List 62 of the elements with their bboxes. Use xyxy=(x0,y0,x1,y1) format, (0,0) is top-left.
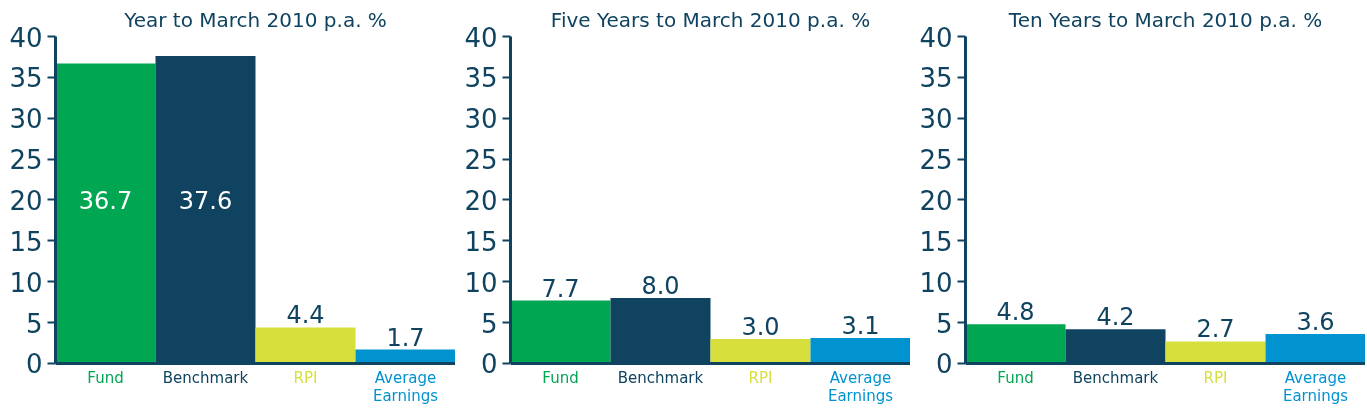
x-tick-label: Benchmark xyxy=(617,369,704,388)
y-tick-label: 30 xyxy=(919,104,953,135)
x-tick-label: Fund xyxy=(997,369,1034,388)
bar xyxy=(255,327,356,364)
data-label: 3.0 xyxy=(741,312,780,341)
x-tick-label: Average Earnings xyxy=(827,369,894,405)
y-tick-label: 35 xyxy=(9,63,43,94)
x-tick-label: Benchmark xyxy=(162,369,249,388)
y-tick-label: 35 xyxy=(464,63,498,94)
chart-title: Five Years to March 2010 p.a. % xyxy=(550,7,871,32)
bar xyxy=(55,63,156,364)
y-tick-label: 35 xyxy=(919,63,953,94)
data-label: 36.7 xyxy=(78,186,133,215)
y-tick-label: 30 xyxy=(9,104,43,135)
data-label: 1.7 xyxy=(386,323,425,352)
data-label: 4.4 xyxy=(286,301,325,330)
x-tick-label: Fund xyxy=(87,369,124,388)
bar xyxy=(710,338,811,364)
data-label: 3.6 xyxy=(1296,308,1335,337)
x-tick-label: RPI xyxy=(748,369,773,388)
y-tick-label: 10 xyxy=(464,267,498,298)
x-tick-label: Average Earnings xyxy=(372,369,439,405)
bar xyxy=(965,324,1066,364)
y-tick-label: 25 xyxy=(9,145,43,176)
y-tick-label: 0 xyxy=(935,349,953,380)
chart-title: Year to March 2010 p.a. % xyxy=(123,7,387,32)
data-label: 7.7 xyxy=(541,274,580,303)
y-tick-label: 25 xyxy=(464,145,498,176)
bar xyxy=(510,300,611,364)
y-tick-label: 5 xyxy=(480,308,498,339)
y-tick-label: 40 xyxy=(919,22,953,53)
y-tick-label: 5 xyxy=(935,308,953,339)
x-tick-label: Average Earnings xyxy=(1282,369,1349,405)
data-label: 37.6 xyxy=(178,186,233,215)
y-tick-label: 20 xyxy=(919,185,953,216)
y-tick-label: 15 xyxy=(9,226,43,257)
y-tick-label: 15 xyxy=(919,226,953,257)
y-tick-label: 30 xyxy=(464,104,498,135)
y-tick-label: 10 xyxy=(919,267,953,298)
y-tick-label: 40 xyxy=(9,22,43,53)
y-tick-label: 15 xyxy=(464,226,498,257)
y-tick-label: 40 xyxy=(464,22,498,53)
x-tick-label: Fund xyxy=(542,369,579,388)
y-tick-label: 20 xyxy=(9,185,43,216)
y-tick-label: 5 xyxy=(25,308,43,339)
x-tick-label: RPI xyxy=(293,369,318,388)
bar xyxy=(810,338,910,364)
y-tick-label: 25 xyxy=(919,145,953,176)
y-tick-label: 0 xyxy=(480,349,498,380)
bar xyxy=(1265,334,1365,364)
data-label: 3.1 xyxy=(841,312,880,341)
chart-title: Ten Years to March 2010 p.a. % xyxy=(1007,7,1323,32)
x-tick-label: Benchmark xyxy=(1072,369,1159,388)
y-tick-label: 0 xyxy=(25,349,43,380)
x-tick-label: RPI xyxy=(1203,369,1228,388)
y-tick-label: 20 xyxy=(464,185,498,216)
bar xyxy=(1165,341,1266,364)
data-label: 4.2 xyxy=(1096,303,1135,332)
y-tick-label: 10 xyxy=(9,267,43,298)
data-label: 8.0 xyxy=(641,272,680,301)
data-label: 2.7 xyxy=(1196,315,1235,344)
data-label: 4.8 xyxy=(996,298,1035,327)
